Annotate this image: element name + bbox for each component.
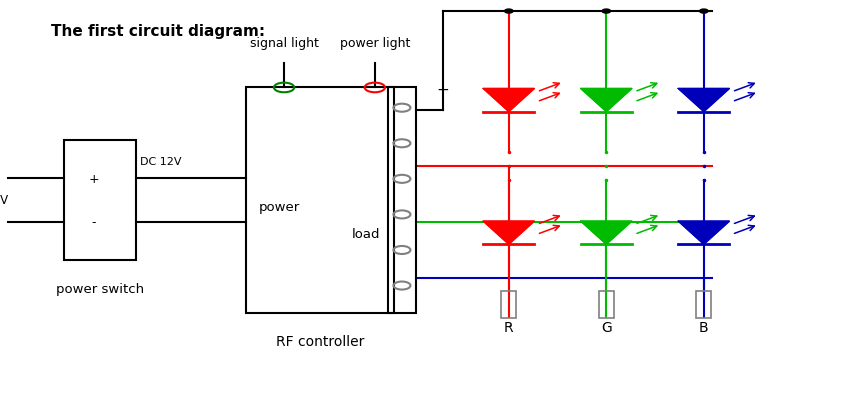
Polygon shape (678, 89, 729, 112)
Text: power: power (259, 201, 300, 214)
Text: AC 220V: AC 220V (0, 194, 8, 207)
Text: RF controller: RF controller (276, 334, 365, 348)
Text: The first circuit diagram:: The first circuit diagram: (51, 24, 265, 39)
Bar (388, 88, 416, 313)
Circle shape (700, 10, 708, 14)
Text: +: + (88, 172, 99, 185)
Text: power switch: power switch (56, 282, 143, 295)
Circle shape (602, 10, 611, 14)
Polygon shape (483, 221, 534, 245)
Text: DC 12V: DC 12V (140, 157, 181, 167)
Text: power light: power light (340, 37, 410, 50)
Bar (696, 292, 711, 318)
Polygon shape (678, 221, 729, 245)
Polygon shape (581, 89, 632, 112)
Polygon shape (483, 89, 534, 112)
Circle shape (505, 10, 513, 14)
Bar (599, 292, 614, 318)
Text: G: G (601, 320, 611, 334)
Text: load: load (351, 228, 380, 241)
Bar (246, 88, 394, 313)
Text: +: + (436, 83, 449, 98)
Polygon shape (581, 221, 632, 245)
Bar (64, 140, 136, 261)
Text: R: R (504, 320, 514, 334)
Text: signal light: signal light (249, 37, 319, 50)
Text: B: B (699, 320, 709, 334)
Bar (501, 292, 516, 318)
Text: -: - (92, 216, 96, 229)
